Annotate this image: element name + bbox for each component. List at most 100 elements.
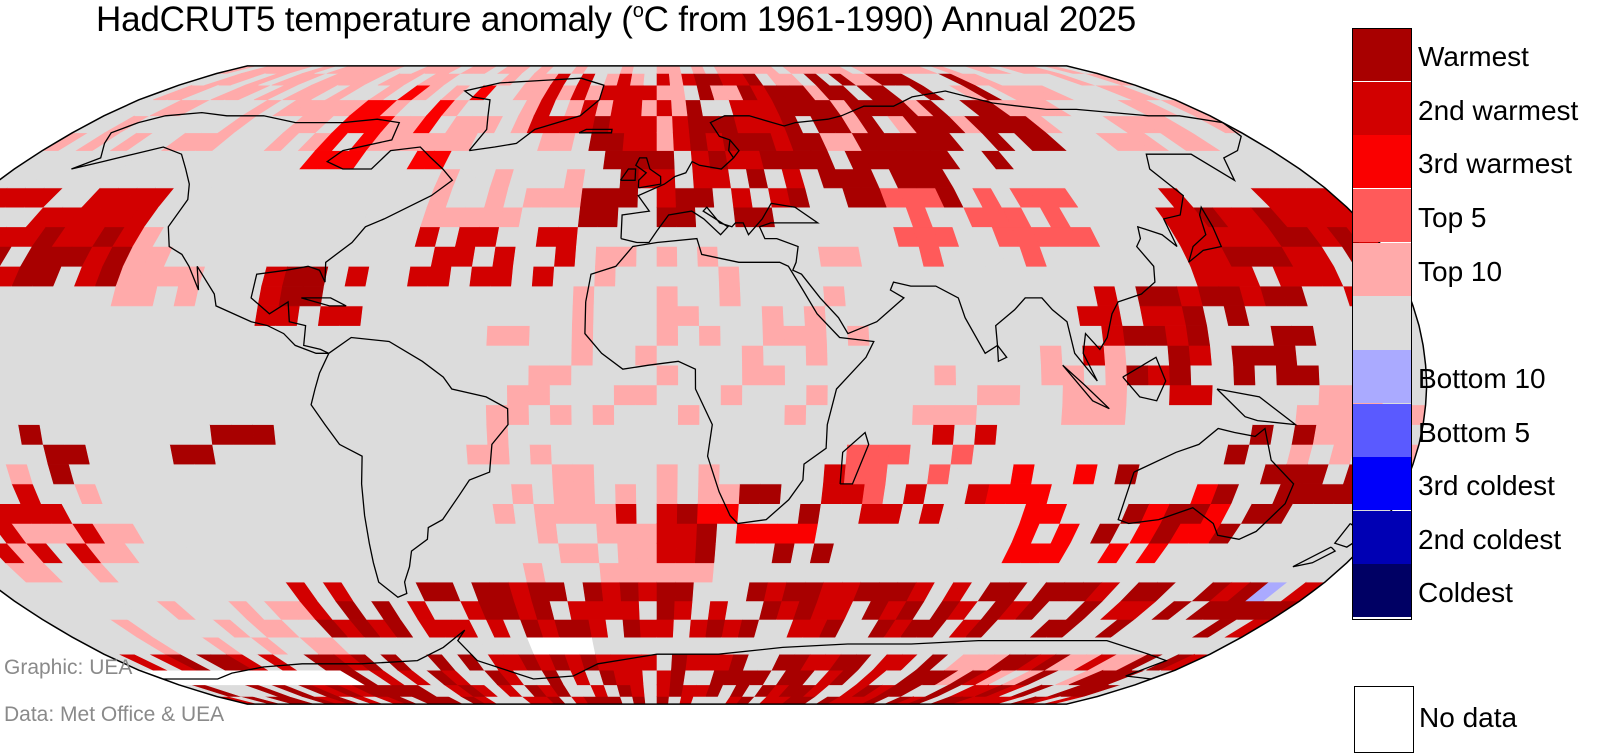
grid-cell — [571, 345, 594, 366]
grid-cell — [1249, 325, 1275, 346]
grid-cell — [820, 483, 845, 505]
grid-cell — [357, 404, 381, 425]
grid-cell — [636, 542, 658, 564]
grid-cell — [407, 265, 432, 287]
grid-cell — [912, 364, 936, 386]
grid-cell — [868, 325, 892, 346]
grid-cell — [783, 325, 807, 346]
grid-cell — [656, 115, 674, 134]
grid-cell — [677, 483, 699, 505]
grid-cell — [929, 305, 954, 326]
grid-cell — [826, 345, 850, 366]
grid-cell — [545, 168, 569, 189]
grid-cell — [58, 404, 83, 425]
grid-cell — [231, 325, 256, 346]
grid-cell — [975, 404, 999, 425]
grid-cell — [797, 503, 822, 524]
grid-cell — [976, 384, 1000, 406]
grid-cell — [1316, 345, 1341, 366]
grid-cell — [656, 483, 679, 505]
grid-cell — [278, 285, 304, 307]
grid-cell — [669, 669, 687, 686]
grid-cell — [599, 187, 621, 208]
grid-cell — [533, 246, 557, 267]
grid-cell — [360, 444, 385, 465]
grid-cell — [518, 542, 543, 564]
grid-cell — [573, 483, 596, 505]
grid-cell — [636, 503, 658, 524]
grid-cell — [760, 463, 784, 485]
grid-cell — [739, 285, 763, 307]
grid-cell — [617, 542, 639, 564]
grid-cell — [571, 404, 594, 425]
grid-cell — [254, 444, 280, 465]
grid-cell — [299, 463, 325, 485]
grid-cell — [550, 325, 573, 346]
grid-cell — [58, 345, 83, 366]
grid-cell — [643, 684, 658, 697]
grid-cell — [934, 384, 957, 406]
grid-cell — [515, 226, 540, 247]
grid-cell — [1097, 444, 1124, 465]
no-data-label: No data — [1419, 702, 1518, 733]
grid-cell — [541, 562, 565, 583]
grid-cell — [933, 404, 957, 425]
grid-cell — [741, 345, 765, 366]
grid-cell — [492, 503, 517, 524]
grid-cell — [592, 384, 615, 406]
grid-cell — [635, 404, 658, 425]
grid-cell — [742, 384, 765, 406]
grid-cell — [763, 384, 786, 406]
grid-cell — [467, 463, 491, 485]
grid-cell — [293, 364, 316, 386]
grid-cell — [735, 523, 759, 544]
grid-cell — [720, 404, 743, 425]
grid-cell — [446, 463, 471, 485]
grid-cell — [656, 187, 677, 208]
grid-cell — [593, 285, 616, 307]
grid-cell — [554, 246, 577, 267]
legend-swatch — [1352, 28, 1412, 81]
grid-cell — [910, 325, 935, 346]
grid-cell — [635, 265, 658, 287]
grid-cell — [1295, 345, 1320, 366]
grid-cell — [755, 226, 779, 247]
grid-cell — [465, 325, 489, 346]
grid-cell — [908, 305, 933, 326]
grid-cell — [567, 600, 590, 620]
grid-cell — [538, 542, 562, 564]
temperature-grid-cells — [0, 65, 1427, 705]
grid-cell — [507, 345, 530, 366]
coastline-segment — [1188, 205, 1223, 263]
grid-cell — [619, 168, 640, 189]
grid-cell — [541, 187, 565, 208]
grid-cell — [471, 246, 497, 267]
grid-cell — [471, 503, 497, 524]
grid-cell — [804, 424, 828, 445]
grid-cell — [421, 404, 445, 425]
legend-swatch — [1352, 349, 1412, 403]
grid-cell — [314, 384, 338, 406]
grid-cell — [668, 684, 684, 697]
grid-cell — [674, 581, 695, 602]
grid-cell — [555, 523, 579, 544]
grid-cell — [1105, 384, 1128, 406]
grid-cell — [275, 444, 301, 465]
grid-cell — [841, 483, 866, 505]
grid-cell — [635, 345, 658, 366]
grid-cell — [668, 696, 682, 705]
grid-cell — [272, 345, 296, 366]
grid-cell — [488, 285, 512, 307]
grid-cell — [1101, 424, 1126, 445]
grid-cell — [511, 265, 535, 287]
grid-cell — [622, 132, 642, 151]
grid-cell — [122, 384, 145, 406]
grid-cell — [209, 325, 235, 346]
grid-cell — [271, 384, 295, 406]
grid-cell — [148, 305, 175, 326]
grid-cell — [1209, 345, 1234, 366]
grid-cell — [404, 285, 429, 307]
grid-cell — [712, 187, 734, 208]
grid-cell — [656, 696, 670, 705]
grid-cell — [563, 168, 586, 189]
